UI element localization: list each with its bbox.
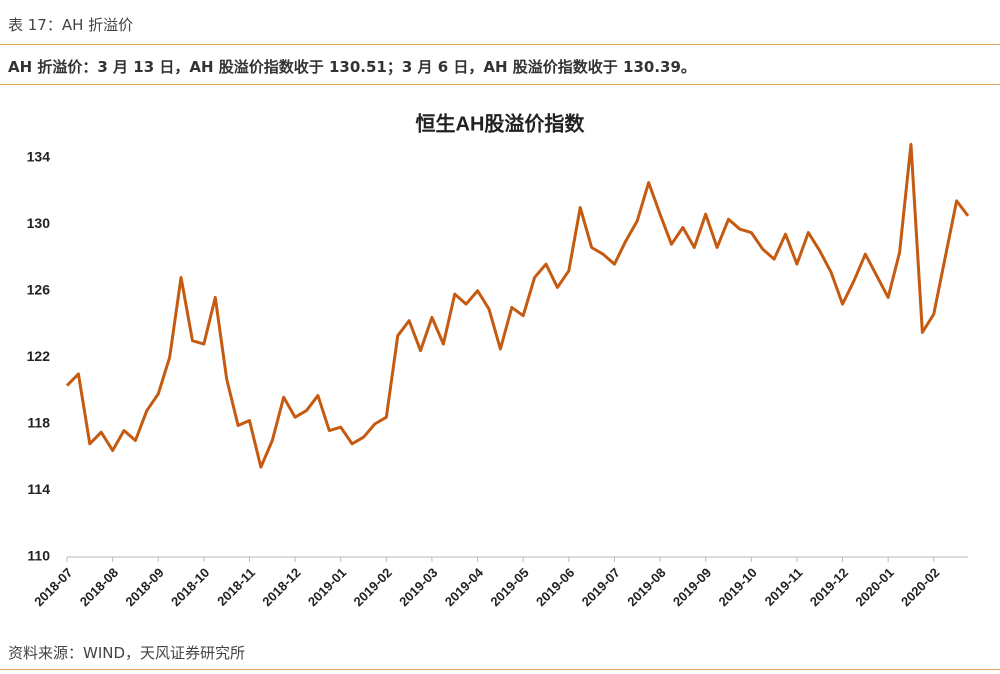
y-tick-label: 130 <box>27 215 51 231</box>
x-tick-label: 2019-02 <box>351 565 395 609</box>
y-tick-label: 118 <box>27 415 50 431</box>
line <box>65 142 970 469</box>
x-tick-label: 2018-12 <box>259 565 303 609</box>
x-tick-label: 2018-11 <box>214 565 258 609</box>
x-tick-label: 2019-11 <box>762 565 806 609</box>
x-tick-label: 2018-08 <box>77 565 121 609</box>
y-tick-label: 134 <box>27 148 51 164</box>
x-tick-label: 2020-02 <box>898 565 942 609</box>
x-tick-label: 2018-09 <box>122 565 166 609</box>
x-tick-label: 2019-09 <box>670 565 714 609</box>
x-tick-label: 2019-03 <box>396 565 440 609</box>
rule <box>0 84 1000 85</box>
summary: AH 折溢价：3 月 13 日，AH 股溢价指数收于 130.51；3 月 6 … <box>8 58 696 76</box>
source: 资料来源：WIND，天风证券研究所 <box>8 644 246 662</box>
x-tick-label: 2020-01 <box>852 565 896 609</box>
y-tick-label: 110 <box>27 548 50 564</box>
y-tick-label: 122 <box>27 348 51 364</box>
x-tick-label: 2018-10 <box>168 565 212 609</box>
x-tick-label: 2019-08 <box>624 565 668 609</box>
chart-title: 恒生AH股溢价指数 <box>416 111 586 135</box>
x-tick-label: 2019-12 <box>807 565 851 609</box>
x-tick-label: 2019-04 <box>442 564 487 609</box>
rule <box>0 44 1000 45</box>
y-tick-label: 126 <box>27 281 51 297</box>
table-caption: 表 17：AH 折溢价 <box>8 16 134 34</box>
y-tick-label: 114 <box>27 481 50 497</box>
x-tick-label: 2018-07 <box>31 565 75 609</box>
x-tick-label: 2019-07 <box>579 565 623 609</box>
x-tick-label: 2019-01 <box>305 565 349 609</box>
x-tick-label: 2019-06 <box>533 565 577 609</box>
x-tick-label: 2019-05 <box>487 565 531 609</box>
x-tick-label: 2019-10 <box>716 565 760 609</box>
rule <box>0 669 1000 670</box>
